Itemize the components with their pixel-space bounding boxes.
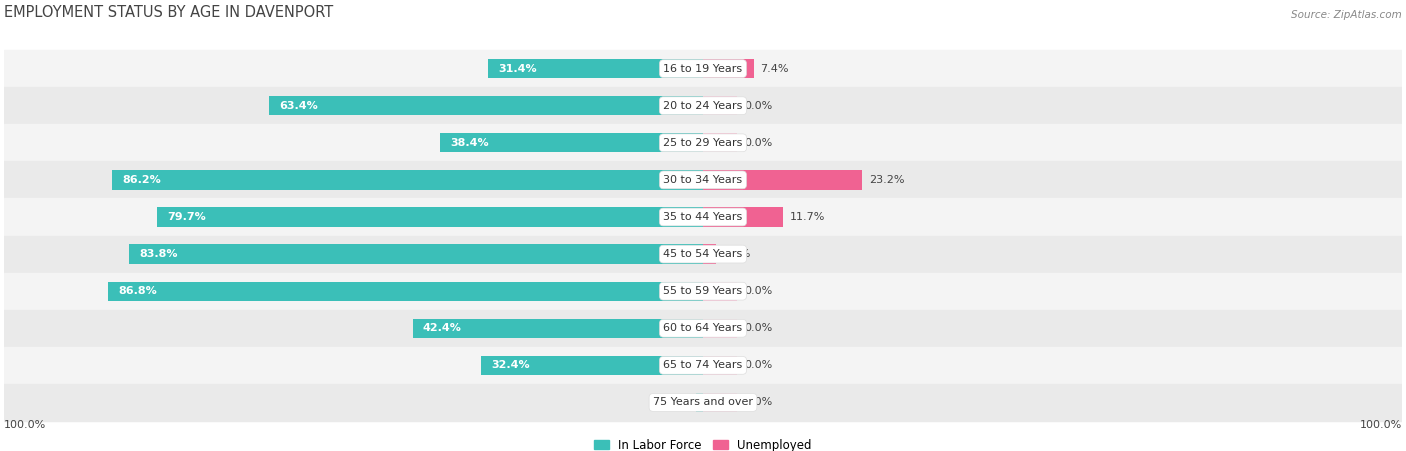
Text: 38.4%: 38.4% <box>450 138 489 148</box>
Bar <box>488 59 703 78</box>
Text: 23.2%: 23.2% <box>869 175 904 185</box>
Bar <box>696 393 703 412</box>
Bar <box>703 244 716 264</box>
Text: 79.7%: 79.7% <box>167 212 205 222</box>
Bar <box>4 272 1402 310</box>
Text: 83.8%: 83.8% <box>139 249 177 259</box>
Bar <box>4 384 1402 421</box>
Text: 55 to 59 Years: 55 to 59 Years <box>664 286 742 296</box>
Text: 60 to 64 Years: 60 to 64 Years <box>664 323 742 333</box>
Text: 0.0%: 0.0% <box>744 323 772 333</box>
Text: 100.0%: 100.0% <box>1360 420 1402 430</box>
Bar <box>703 170 862 189</box>
Text: 1.9%: 1.9% <box>723 249 751 259</box>
Bar <box>112 170 703 189</box>
Text: Source: ZipAtlas.com: Source: ZipAtlas.com <box>1291 10 1402 20</box>
Text: 0.0%: 0.0% <box>744 397 772 407</box>
Text: 16 to 19 Years: 16 to 19 Years <box>664 64 742 74</box>
Bar <box>4 87 1402 124</box>
Bar <box>4 235 1402 272</box>
Text: 100.0%: 100.0% <box>4 420 46 430</box>
Bar <box>703 133 737 152</box>
Text: 7.4%: 7.4% <box>761 64 789 74</box>
Bar <box>108 281 703 301</box>
Text: 0.0%: 0.0% <box>744 360 772 370</box>
Text: 31.4%: 31.4% <box>498 64 537 74</box>
Bar <box>4 198 1402 235</box>
Bar <box>703 318 737 338</box>
Text: 75 Years and over: 75 Years and over <box>652 397 754 407</box>
Text: 42.4%: 42.4% <box>423 323 461 333</box>
Bar <box>4 310 1402 347</box>
Bar <box>4 50 1402 87</box>
Bar <box>440 133 703 152</box>
Bar <box>4 161 1402 198</box>
Text: 86.8%: 86.8% <box>118 286 157 296</box>
Bar <box>4 347 1402 384</box>
Text: 25 to 29 Years: 25 to 29 Years <box>664 138 742 148</box>
Bar <box>703 59 754 78</box>
Bar <box>703 356 737 375</box>
Bar <box>703 393 737 412</box>
Text: 1.0%: 1.0% <box>661 397 689 407</box>
Text: 45 to 54 Years: 45 to 54 Years <box>664 249 742 259</box>
Text: 0.0%: 0.0% <box>744 138 772 148</box>
Text: 30 to 34 Years: 30 to 34 Years <box>664 175 742 185</box>
Bar <box>129 244 703 264</box>
Text: 0.0%: 0.0% <box>744 286 772 296</box>
Bar <box>703 96 737 115</box>
Text: 0.0%: 0.0% <box>744 101 772 110</box>
Bar <box>703 207 783 227</box>
Bar <box>703 281 737 301</box>
Bar <box>157 207 703 227</box>
Bar <box>412 318 703 338</box>
Bar <box>269 96 703 115</box>
Bar <box>4 124 1402 161</box>
Text: EMPLOYMENT STATUS BY AGE IN DAVENPORT: EMPLOYMENT STATUS BY AGE IN DAVENPORT <box>4 5 333 20</box>
Text: 35 to 44 Years: 35 to 44 Years <box>664 212 742 222</box>
Text: 86.2%: 86.2% <box>122 175 162 185</box>
Text: 20 to 24 Years: 20 to 24 Years <box>664 101 742 110</box>
Text: 32.4%: 32.4% <box>491 360 530 370</box>
Legend: In Labor Force, Unemployed: In Labor Force, Unemployed <box>595 439 811 451</box>
Text: 11.7%: 11.7% <box>790 212 825 222</box>
Text: 63.4%: 63.4% <box>278 101 318 110</box>
Bar <box>481 356 703 375</box>
Text: 65 to 74 Years: 65 to 74 Years <box>664 360 742 370</box>
